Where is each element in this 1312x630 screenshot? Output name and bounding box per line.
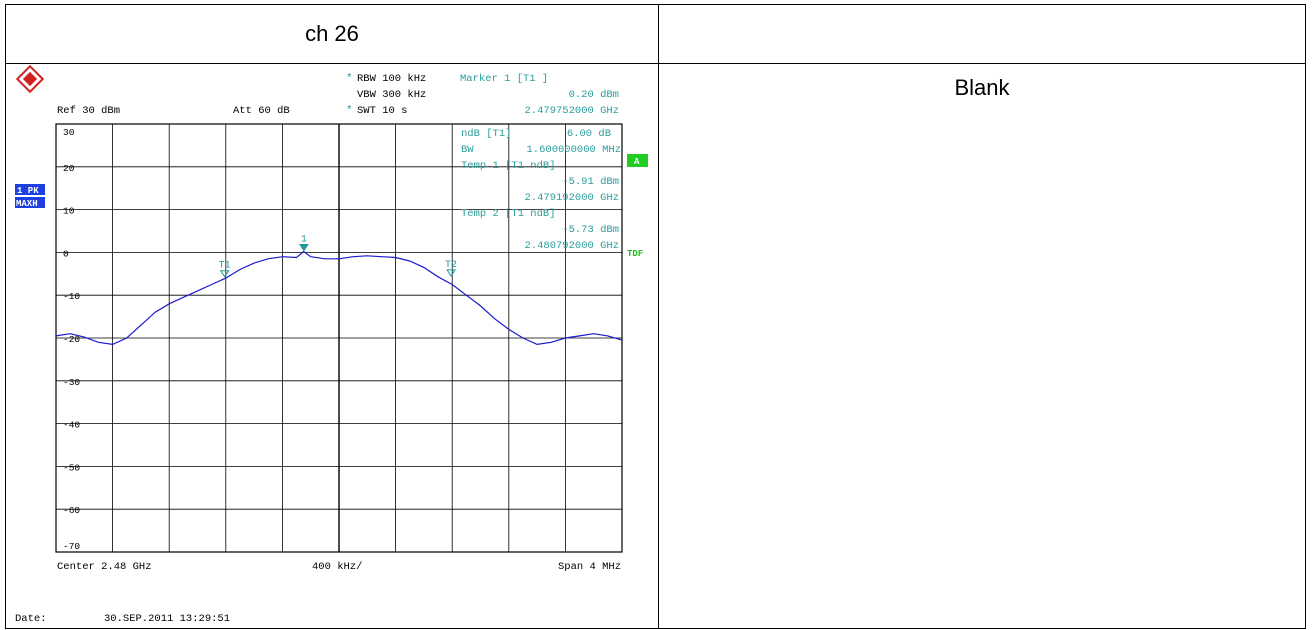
layout-table: ch 26 Blank: [5, 4, 1306, 629]
division-label: 400 kHz/: [312, 561, 362, 573]
tdf-label: TDF: [627, 249, 643, 259]
swt-text: SWT 10 s: [357, 105, 407, 117]
star-swt: *: [346, 105, 353, 117]
marker-label: T1: [219, 261, 231, 272]
y-tick-label: 0: [63, 248, 69, 259]
y-tick-label: -30: [63, 377, 80, 388]
marker-label: 1: [301, 235, 307, 246]
att-text: Att 60 dB: [233, 105, 290, 117]
trace-badge-bg-2: [15, 197, 45, 208]
a-badge: A: [634, 157, 640, 167]
date-label: Date:: [15, 613, 47, 625]
star-rbw: *: [346, 73, 353, 85]
rohde-schwarz-logo-icon: [15, 64, 45, 94]
plot-grid: [56, 124, 622, 552]
y-tick-label: -70: [63, 541, 80, 552]
a-badge-bg: [627, 154, 648, 167]
span-label: Span 4 MHz: [558, 561, 621, 573]
trace-badge-1: 1 PK: [17, 186, 39, 196]
column-divider: [658, 5, 659, 628]
marker-t1: T1: [219, 261, 231, 278]
temp2-level: -5.73 dBm: [562, 224, 619, 236]
marker-frequency: 2.479752000 GHz: [524, 105, 619, 117]
marker-triangle: [219, 270, 230, 278]
temp2-header: Temp 2 [T1 ndB]: [461, 208, 556, 220]
marker-level: 0.20 dBm: [569, 89, 619, 101]
rbw-text: RBW 100 kHz: [357, 73, 426, 85]
bw-label: BW: [461, 144, 474, 156]
y-tick-label: -60: [63, 505, 80, 516]
marker-t2: T2: [445, 260, 457, 277]
marker-triangle: [298, 244, 309, 252]
y-tick-label: -20: [63, 334, 80, 345]
right-cell-text: Blank: [954, 75, 1010, 100]
ndb-value: 6.00 dB: [567, 128, 611, 140]
cell-title: ch 26: [305, 21, 359, 46]
temp1-level: -5.91 dBm: [562, 176, 619, 188]
temp1-frequency: 2.479192000 GHz: [524, 192, 619, 204]
y-tick-label: 30: [63, 127, 75, 138]
ref-text: Ref 30 dBm: [57, 105, 120, 117]
y-tick-labels: 30 20 10 0 -10 -20 -30 -40 -50 -60 -70: [63, 127, 80, 552]
marker-label: T2: [445, 260, 457, 271]
vbw-text: VBW 300 kHz: [357, 89, 426, 101]
y-tick-label: -10: [63, 291, 80, 302]
row-divider: [6, 63, 1305, 64]
y-tick-label: -40: [63, 420, 80, 431]
center-frequency: Center 2.48 GHz: [57, 561, 152, 573]
temp1-header: Temp 1 [T1 ndB]: [461, 160, 556, 172]
trace-badge-2: MAXH: [16, 199, 38, 209]
date-value: 30.SEP.2011 13:29:51: [104, 613, 230, 625]
marker-triangle: [446, 269, 457, 277]
y-tick-label: 10: [63, 206, 75, 217]
markers: 1 T1 T2: [219, 235, 457, 278]
spectrum-trace: [55, 250, 623, 346]
ndb-label: ndB [T1]: [461, 128, 511, 140]
y-tick-label: -50: [63, 462, 80, 473]
bw-value: 1.600000000 MHz: [526, 144, 621, 156]
trace-badge-bg-1: [15, 184, 45, 195]
marker-header: Marker 1 [T1 ]: [460, 73, 548, 85]
y-tick-label: 20: [63, 163, 75, 174]
marker-1: 1: [298, 235, 309, 252]
temp2-frequency: 2.480792000 GHz: [524, 240, 619, 252]
